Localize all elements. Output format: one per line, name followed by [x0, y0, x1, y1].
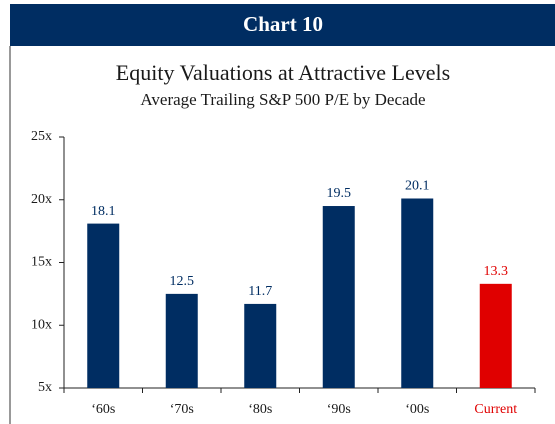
bar — [244, 303, 277, 388]
bar — [479, 283, 512, 388]
y-tick-label: 15x — [31, 255, 52, 270]
x-tick-label: ‘80s — [248, 402, 272, 417]
chart-title: Equity Valuations at Attractive Levels — [116, 60, 450, 85]
data-label: 11.7 — [248, 284, 272, 299]
data-label: 13.3 — [484, 264, 509, 279]
bar — [165, 293, 198, 388]
x-tick-label: ‘60s — [91, 402, 115, 417]
y-tick-label: 25x — [31, 129, 52, 144]
data-label: 19.5 — [327, 186, 352, 201]
x-tick-label: ‘00s — [405, 402, 429, 417]
bar — [322, 206, 355, 388]
data-label: 18.1 — [91, 204, 116, 219]
header-bar — [10, 4, 555, 46]
data-label: 20.1 — [405, 179, 430, 194]
y-tick-label: 20x — [31, 192, 52, 207]
chart-subtitle: Average Trailing S&P 500 P/E by Decade — [140, 90, 425, 109]
x-tick-label: Current — [474, 402, 517, 417]
header-title: Chart 10 — [243, 12, 323, 36]
bar — [401, 198, 434, 388]
bar — [87, 223, 120, 388]
y-tick-label: 10x — [31, 317, 52, 332]
x-tick-label: ‘70s — [170, 402, 194, 417]
x-tick-label: ‘90s — [327, 402, 351, 417]
data-label: 12.5 — [170, 274, 195, 289]
y-tick-label: 5x — [38, 380, 52, 395]
